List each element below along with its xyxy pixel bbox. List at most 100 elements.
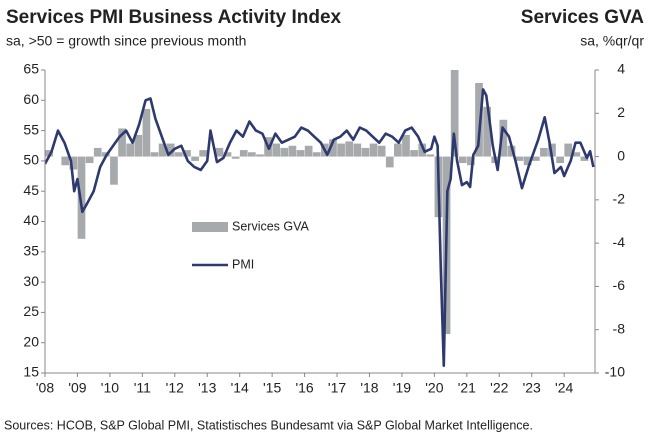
legend-label: PMI <box>232 257 254 271</box>
x-tick-label: '14 <box>231 380 249 396</box>
gva-bar <box>118 128 126 157</box>
gva-bar <box>158 143 167 157</box>
gva-bar <box>288 145 297 157</box>
gva-bar <box>329 139 337 157</box>
y-tick-label: 30 <box>23 273 39 289</box>
gva-bar <box>556 156 564 164</box>
x-tick-label: '09 <box>68 380 86 396</box>
gva-bar <box>361 147 370 157</box>
gva-bar <box>166 143 175 157</box>
legend-swatch <box>192 222 228 232</box>
x-tick-label: '12 <box>166 380 184 396</box>
gva-bar <box>134 134 143 157</box>
gva-bar <box>69 156 78 170</box>
gva-bar <box>93 147 102 157</box>
x-tick-label: '22 <box>490 380 508 396</box>
gva-bar <box>377 145 386 157</box>
legend-label: Services GVA <box>232 219 310 233</box>
gva-bar <box>304 145 313 157</box>
x-tick-label: '17 <box>328 380 346 396</box>
gva-bar <box>272 143 281 157</box>
gva-bar <box>450 70 459 157</box>
x-tick-label: '21 <box>458 380 476 396</box>
gva-bar <box>483 106 491 157</box>
gva-bar <box>280 147 289 157</box>
gva-bar <box>215 147 224 157</box>
y2-tick-label: 4 <box>617 61 625 77</box>
x-tick-label: '15 <box>263 380 281 396</box>
gva-bar <box>248 152 256 157</box>
gva-bar <box>174 152 183 157</box>
gva-bar <box>239 150 248 157</box>
y-tick-label: 55 <box>23 121 39 137</box>
gva-bar <box>142 108 151 157</box>
y2-tick-label: 0 <box>617 147 625 163</box>
gva-bar <box>523 156 532 166</box>
x-tick-label: '19 <box>393 380 411 396</box>
y-tick-label: 65 <box>23 61 39 77</box>
gva-bar <box>296 150 305 157</box>
gva-bar <box>394 143 402 157</box>
x-tick-label: '24 <box>555 380 573 396</box>
gva-bar <box>199 150 208 157</box>
y-tick-label: 25 <box>23 303 39 319</box>
y2-tick-label: -10 <box>605 364 625 380</box>
y2-subtitle: sa, %qr/qr <box>580 33 644 49</box>
gva-bar <box>223 152 232 157</box>
x-tick-label: '08 <box>36 380 54 396</box>
y2-tick-label: -2 <box>613 191 626 207</box>
gva-bar <box>458 156 467 164</box>
gva-bar <box>191 156 199 161</box>
y2-title: Services GVA <box>521 7 645 28</box>
y-tick-label: 20 <box>23 333 39 349</box>
gva-bar <box>475 82 483 157</box>
pmi-line <box>45 88 595 368</box>
gva-bar <box>531 156 540 161</box>
y-tick-label: 15 <box>23 364 39 380</box>
source-note: Sources: HCOB, S&P Global PMI, Statistis… <box>4 418 533 432</box>
x-tick-label: '18 <box>360 380 378 396</box>
gva-bar <box>426 154 435 157</box>
gva-bar <box>572 152 581 157</box>
gva-bar <box>580 156 589 161</box>
y-tick-label: 35 <box>23 243 39 259</box>
gva-bar <box>385 156 394 168</box>
gva-bar <box>312 152 321 157</box>
gva-bar <box>126 143 135 157</box>
gva-bar <box>418 143 427 157</box>
gva-bar <box>507 145 516 157</box>
y-tick-label: 40 <box>23 212 39 228</box>
gva-bar <box>515 156 524 161</box>
y-tick-label: 60 <box>23 91 39 107</box>
gva-bar <box>499 119 508 157</box>
gva-bar <box>183 150 191 157</box>
gva-bar <box>564 143 573 157</box>
gva-bar <box>150 152 159 157</box>
gva-bar <box>45 150 53 157</box>
chart-title: Services PMI Business Activity Index <box>6 7 342 28</box>
y2-tick-label: 2 <box>617 104 625 120</box>
x-tick-label: '11 <box>134 380 151 396</box>
x-tick-label: '23 <box>523 380 541 396</box>
y2-tick-label: -8 <box>613 320 626 336</box>
gva-bar <box>337 143 345 157</box>
chart-subtitle: sa, >50 = growth since previous month <box>6 33 246 49</box>
gva-bar <box>353 143 362 157</box>
plot-area <box>45 70 595 368</box>
gva-bar <box>345 141 354 157</box>
gva-bar <box>369 143 378 157</box>
x-tick-label: '16 <box>295 380 313 396</box>
y-tick-label: 50 <box>23 152 39 168</box>
gva-bar <box>467 156 475 166</box>
y2-tick-label: -4 <box>613 234 626 250</box>
y-tick-label: 45 <box>23 182 39 198</box>
gva-bar <box>402 134 410 157</box>
y2-tick-label: -6 <box>613 277 626 293</box>
gva-bar <box>85 156 94 164</box>
gva-bar <box>256 154 264 157</box>
x-tick-label: '13 <box>198 380 216 396</box>
gva-bar <box>410 150 418 157</box>
gva-bar <box>231 156 240 159</box>
x-tick-label: '10 <box>101 380 119 396</box>
